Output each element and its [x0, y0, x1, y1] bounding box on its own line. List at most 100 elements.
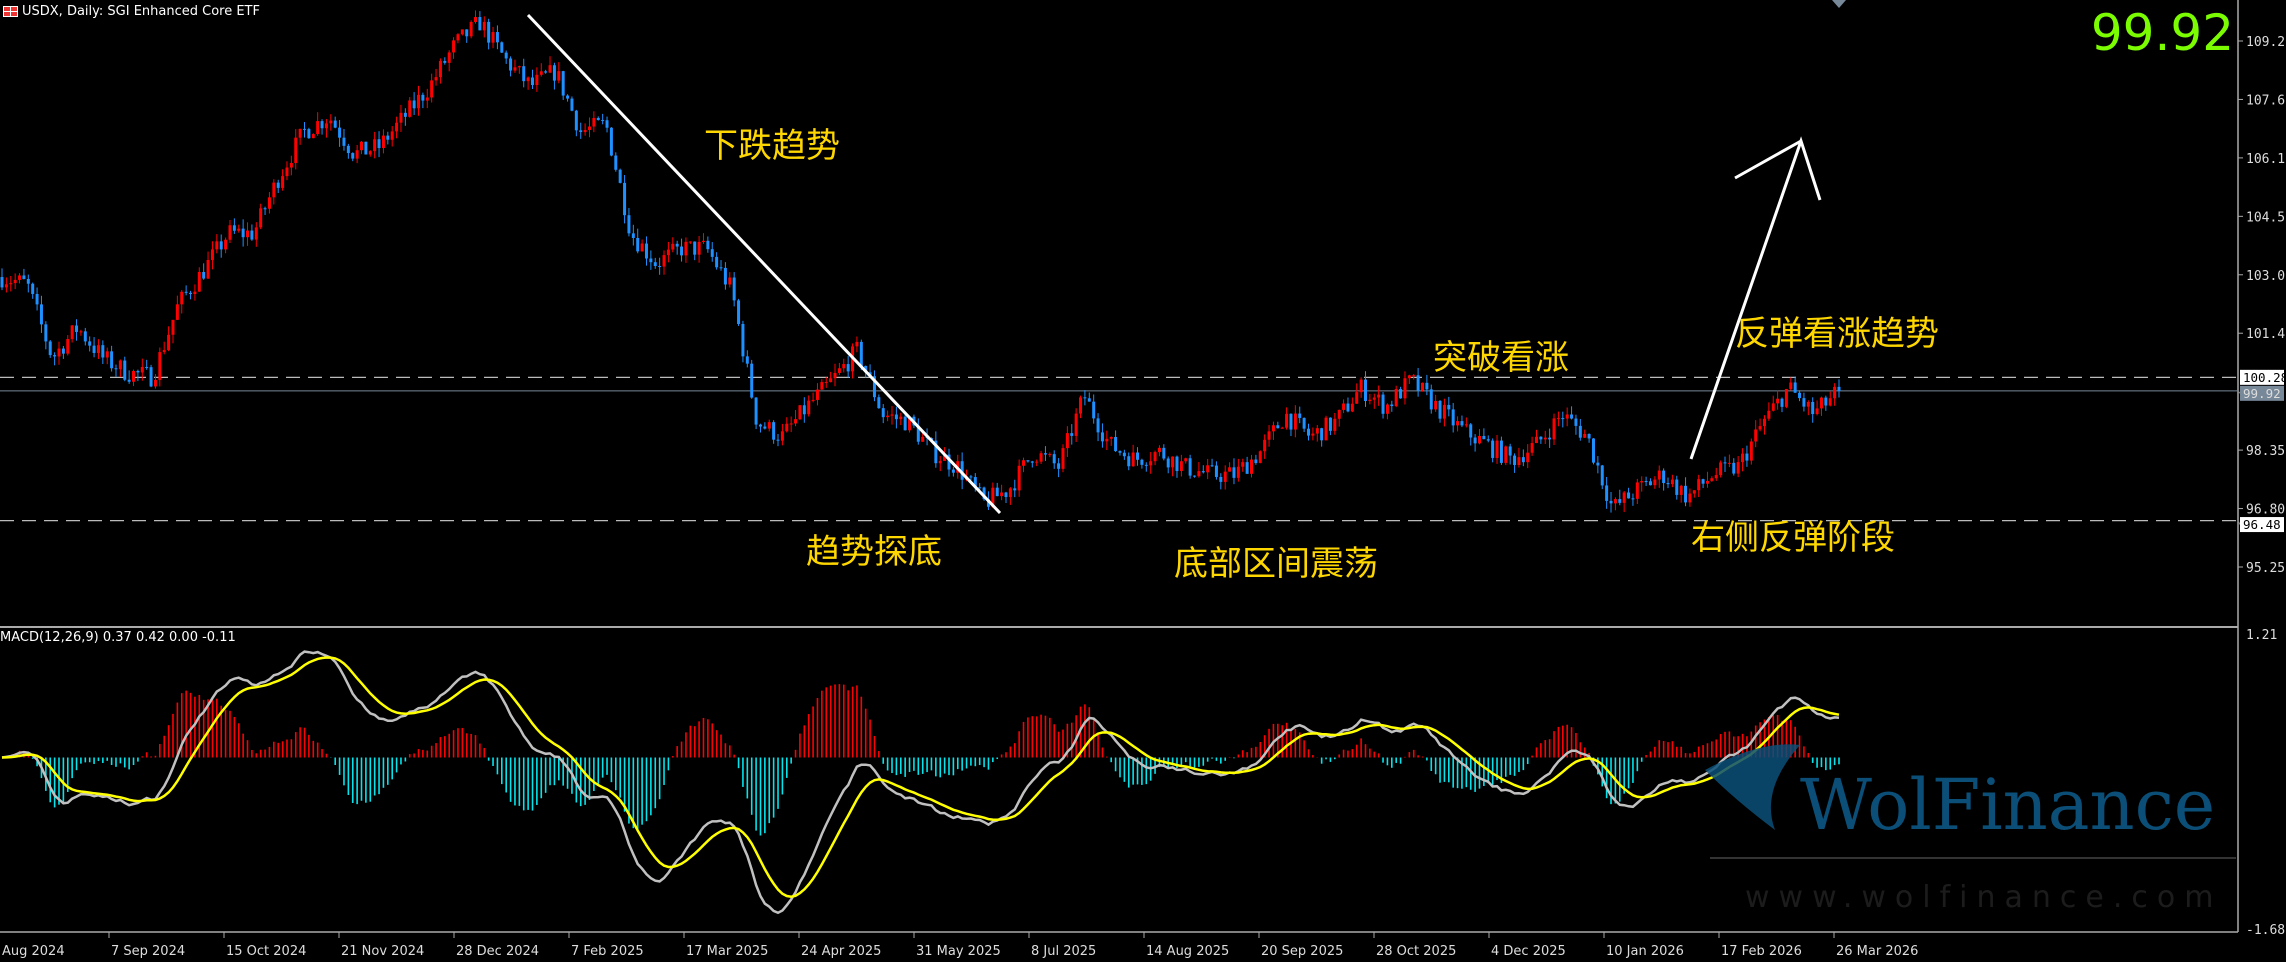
- candle-body: [1201, 471, 1205, 473]
- candle-body: [110, 351, 114, 369]
- candle-body: [1438, 400, 1442, 419]
- candle-body: [1293, 413, 1297, 430]
- candle-body: [1127, 456, 1131, 467]
- candle-body: [1723, 462, 1727, 464]
- candle-body: [938, 460, 942, 464]
- candle-body: [544, 71, 548, 73]
- candle-body: [1048, 454, 1052, 456]
- candle-body: [1122, 452, 1126, 457]
- candle-body: [644, 243, 648, 259]
- candle-body: [526, 77, 530, 82]
- candle-body: [1271, 425, 1275, 432]
- candle-body: [105, 351, 109, 358]
- candle-body: [316, 121, 320, 135]
- candle-body: [1390, 404, 1394, 407]
- price-tick-label: 103.00: [2246, 269, 2286, 284]
- candle-body: [219, 241, 223, 250]
- flag-icon: [3, 6, 18, 17]
- candle-body: [1789, 382, 1793, 390]
- candle-body: [1521, 457, 1525, 463]
- price-tag: [2240, 369, 2284, 385]
- candle-body: [1802, 398, 1806, 407]
- candle-body: [320, 121, 324, 129]
- candle-body: [1828, 398, 1832, 406]
- candle-body: [1197, 471, 1201, 477]
- candle-body: [706, 240, 710, 250]
- candle-body: [1745, 453, 1749, 461]
- candle-body: [960, 461, 964, 480]
- candle-body: [662, 255, 666, 267]
- candle-body: [276, 182, 280, 188]
- candle-body: [149, 367, 153, 387]
- candle-body: [1079, 397, 1083, 414]
- price-tick-label: 101.45: [2246, 327, 2286, 342]
- candle-body: [1289, 413, 1293, 430]
- date-tick-label: 21 Nov 2024: [341, 944, 424, 959]
- price-tag-connector: [2237, 520, 2241, 525]
- price-tick-label: 96.80: [2246, 503, 2285, 518]
- candle-body: [92, 345, 96, 353]
- candle-body: [26, 278, 30, 284]
- candle-body: [425, 97, 429, 101]
- candle-body: [583, 129, 587, 133]
- uptrend-arrow: [1689, 136, 1822, 460]
- candle-body: [500, 42, 504, 53]
- candle-body: [250, 230, 254, 240]
- candle-body: [1534, 436, 1538, 444]
- annotation-breakout: 突破看涨: [1433, 338, 1569, 378]
- candle-body: [1171, 456, 1175, 468]
- candle-body: [1219, 476, 1223, 482]
- candle-body: [1837, 386, 1841, 391]
- price-tag-connector: [2237, 390, 2241, 394]
- candle-body: [272, 182, 276, 198]
- annotation-downtrend: 下跌趋势: [704, 126, 840, 166]
- candle-body: [1762, 418, 1766, 427]
- candle-body: [1741, 453, 1745, 463]
- candle-body: [1368, 399, 1372, 402]
- candle-body: [1587, 433, 1591, 439]
- macd-tick-label: 1.21: [2246, 628, 2277, 643]
- candle-body: [627, 215, 631, 234]
- candle-body: [158, 352, 162, 380]
- candle-body: [1144, 464, 1148, 466]
- candle-body: [824, 381, 828, 383]
- candle-body: [1508, 446, 1512, 456]
- candle-body: [1236, 466, 1240, 478]
- macd-line: [1, 650, 1840, 915]
- candle-body: [601, 119, 605, 121]
- candle-body: [1477, 435, 1481, 444]
- price-tick-label: 98.35: [2246, 444, 2285, 459]
- candle-body: [1727, 462, 1731, 464]
- uptrend-arrow-head: [1734, 139, 1802, 180]
- candle-body: [859, 341, 863, 366]
- candle-body: [70, 325, 74, 340]
- candle-body: [189, 292, 193, 295]
- candle-body: [1026, 460, 1030, 462]
- candle-body: [403, 112, 407, 117]
- candle-body: [1372, 397, 1376, 400]
- candle-body: [1815, 408, 1819, 415]
- candle-body: [579, 130, 583, 133]
- candle-body: [333, 120, 337, 128]
- candle-body: [1337, 409, 1341, 419]
- candle-body: [1250, 459, 1254, 474]
- date-tick-label: 17 Feb 2026: [1721, 944, 1802, 959]
- price-tag: [2240, 385, 2284, 401]
- candle-body: [1666, 483, 1670, 485]
- candle-body: [509, 58, 513, 71]
- candle-body: [303, 128, 307, 130]
- candle-body: [1833, 386, 1837, 399]
- candle-body: [390, 131, 394, 140]
- candle-body: [1359, 379, 1363, 393]
- candle-body: [1157, 447, 1161, 453]
- candle-body: [697, 241, 701, 255]
- candle-body: [1070, 433, 1074, 436]
- candle-body: [1736, 462, 1740, 474]
- candle-body: [1499, 440, 1503, 463]
- candle-body: [872, 376, 876, 398]
- candle-body: [1486, 439, 1490, 441]
- candle-body: [886, 415, 890, 418]
- candle-body: [1057, 463, 1061, 469]
- signal-line: [1, 656, 1840, 898]
- candle-body: [175, 304, 179, 320]
